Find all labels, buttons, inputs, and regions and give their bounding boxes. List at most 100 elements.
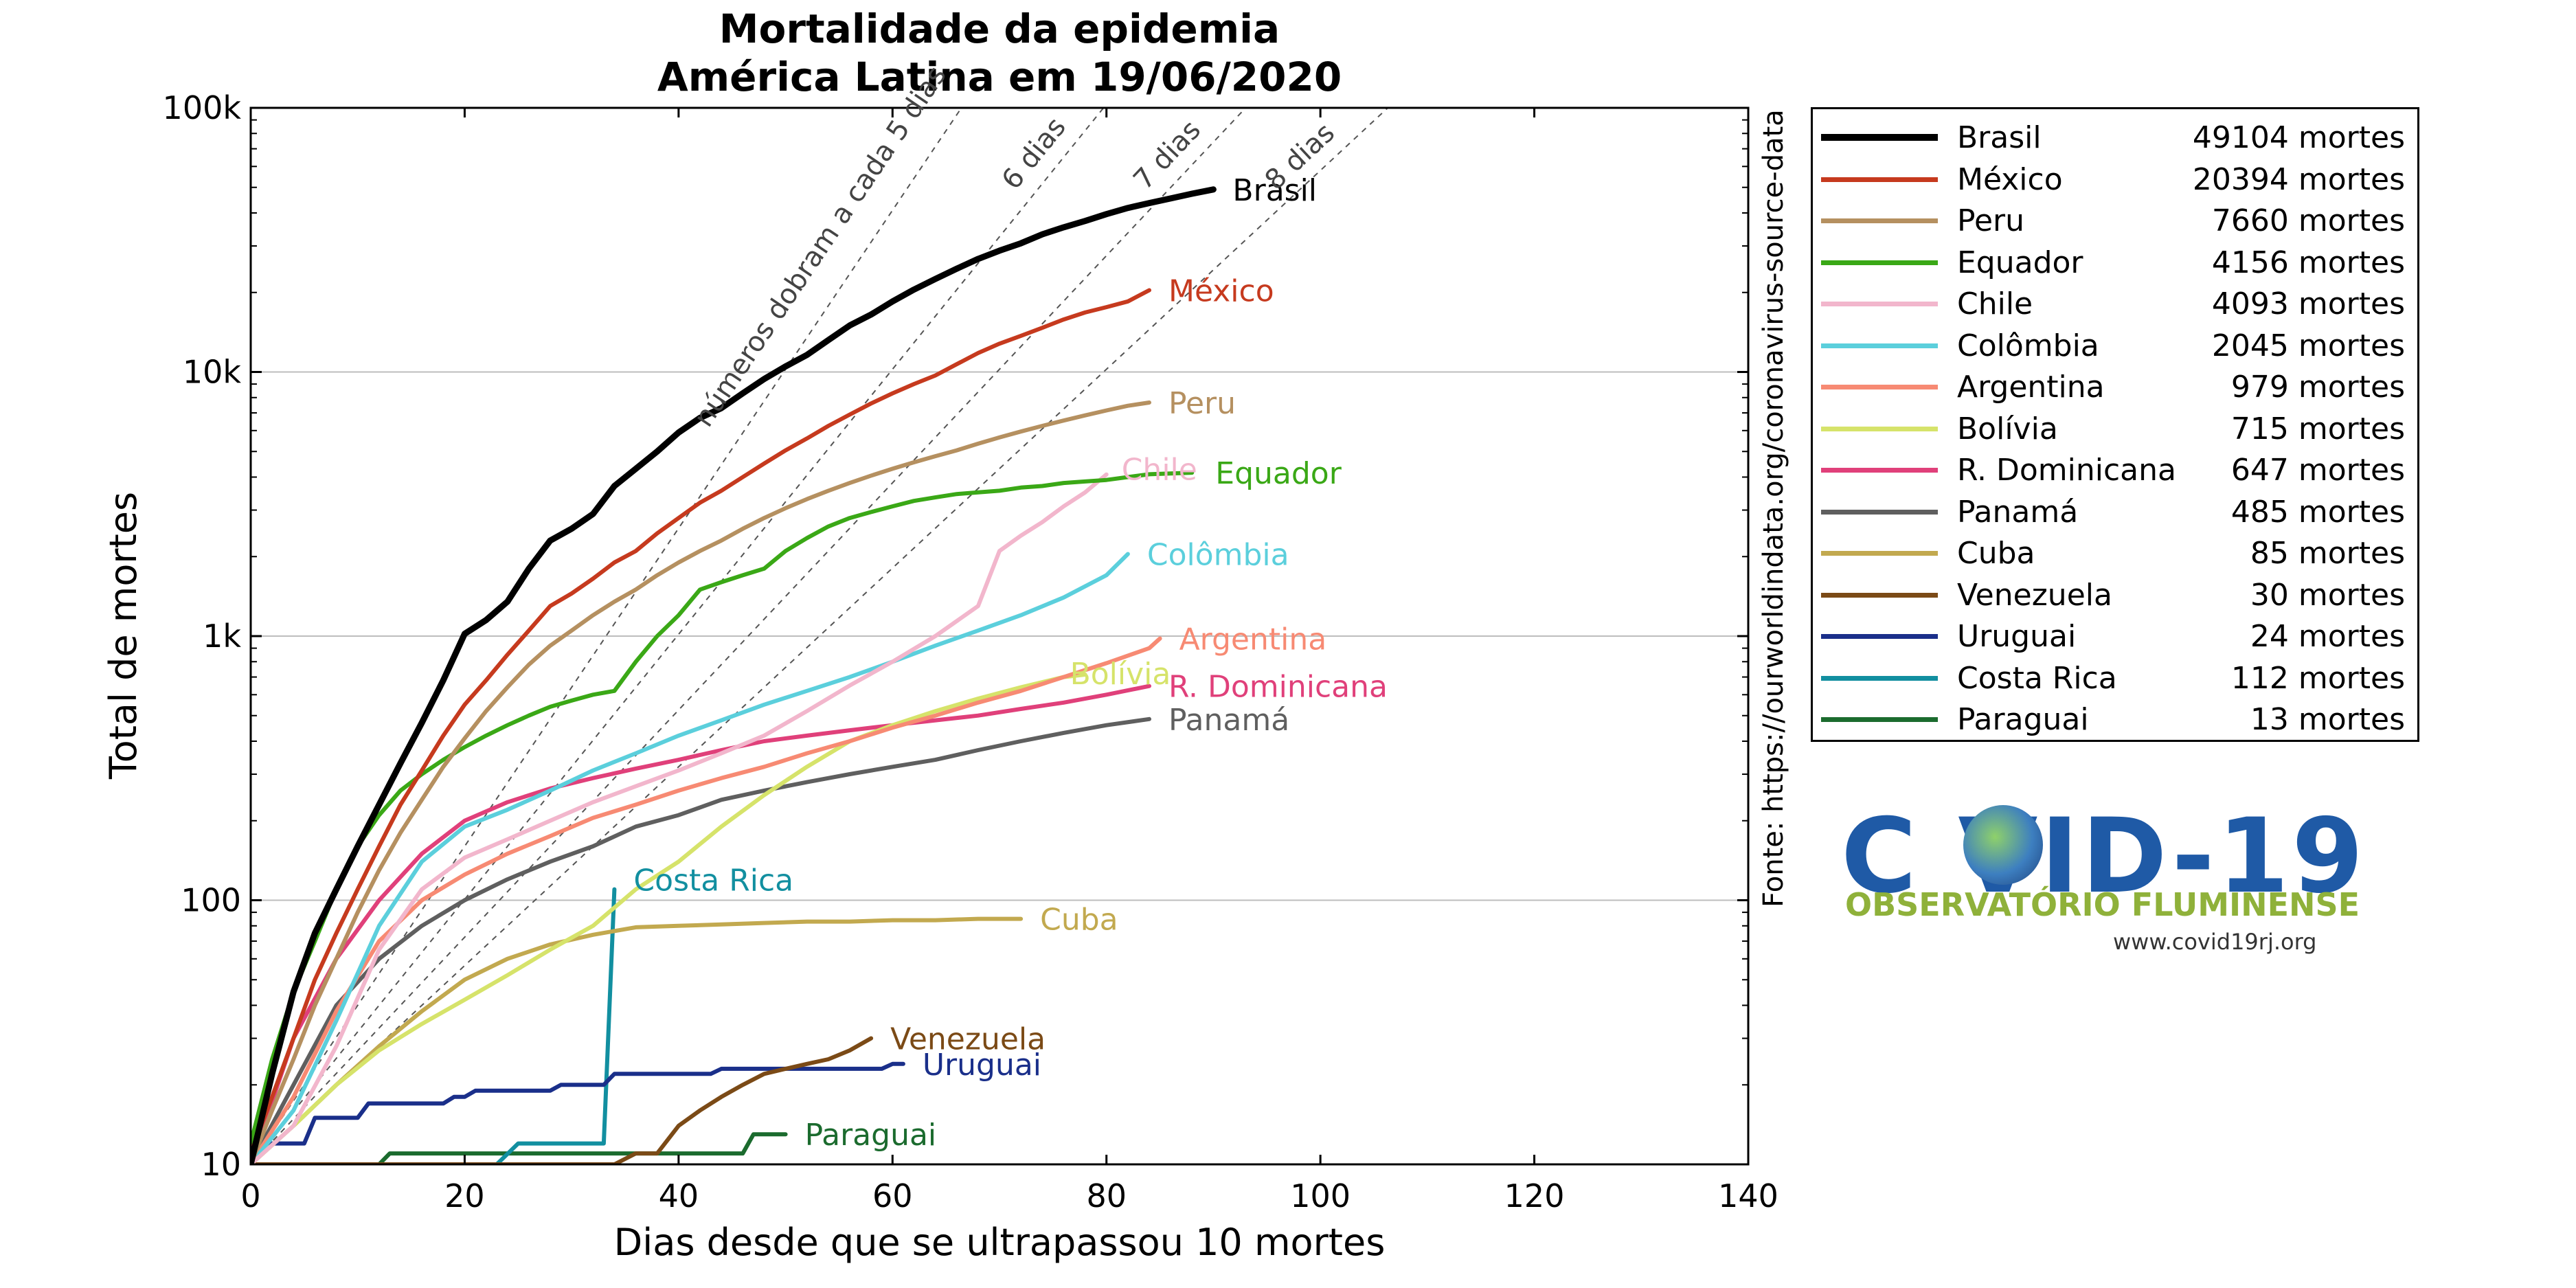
x-axis-label: Dias desde que se ultrapassou 10 mortes (614, 1221, 1386, 1264)
end-label: R. Dominicana (1168, 670, 1388, 705)
legend-name: Bolívia (1957, 411, 2058, 447)
legend-count: 7660 mortes (2211, 203, 2405, 238)
legend-name: Paraguai (1957, 702, 2089, 737)
end-label: Argentina (1179, 622, 1327, 657)
legend-name: Equador (1957, 245, 2083, 280)
series-lines (251, 186, 1217, 1164)
series-line-costa-rica (251, 887, 617, 1164)
x-tick-label: 100 (1290, 1177, 1351, 1214)
end-label: Equador (1215, 456, 1342, 491)
legend-count: 4093 mortes (2211, 286, 2405, 321)
y-tick-label: 100 (181, 882, 241, 919)
series-line-m-xico (251, 288, 1151, 1156)
legend-swatch (1821, 134, 1938, 141)
doubling-line (251, 108, 962, 1164)
logo-subtitle: OBSERVATÓRIO FLUMINENSE (1845, 886, 2360, 923)
legend-item: Colômbia 2045 mortes (1813, 326, 2417, 367)
legend-count: 24 mortes (2250, 619, 2405, 654)
x-tick-label: 140 (1718, 1177, 1778, 1214)
x-tick-label: 40 (659, 1177, 699, 1214)
legend-count: 85 mortes (2250, 536, 2405, 571)
legend-swatch (1821, 551, 1938, 556)
legend: Brasil 49104 mortes México 20394 mortes Peru… (1811, 107, 2419, 742)
end-label: Bolívia (1070, 657, 1171, 692)
logo-title: C VID-19 (1841, 797, 2366, 916)
legend-item: Argentina 979 mortes (1813, 367, 2417, 408)
legend-name: Argentina (1957, 370, 2105, 405)
legend-name: Peru (1957, 203, 2025, 238)
legend-count: 20394 mortes (2192, 161, 2405, 197)
legend-item: Brasil 49104 mortes (1813, 117, 2417, 159)
x-tick-label: 0 (240, 1177, 260, 1214)
legend-name: Venezuela (1957, 577, 2112, 613)
x-tick-label: 80 (1086, 1177, 1127, 1214)
legend-name: Cuba (1957, 536, 2035, 571)
end-label: Cuba (1040, 903, 1118, 938)
legend-name: R. Dominicana (1957, 453, 2176, 488)
y-tick-label: 10 (201, 1146, 241, 1183)
legend-item: México 20394 mortes (1813, 159, 2417, 201)
virus-icon (1963, 805, 2043, 885)
legend-item: Chile 4093 mortes (1813, 284, 2417, 325)
series-line-bol-via (251, 673, 1087, 1164)
end-label: Costa Rica (633, 863, 793, 899)
y-tick-label: 1k (203, 618, 241, 655)
series-line-argentina (251, 636, 1162, 1164)
end-label: Peru (1168, 386, 1236, 421)
legend-item: Bolívia 715 mortes (1813, 409, 2417, 450)
legend-count: 647 mortes (2230, 453, 2405, 488)
source-note: Fonte: https://ourworldindata.org/corona… (1758, 109, 1789, 907)
legend-item: Cuba 85 mortes (1813, 533, 2417, 574)
legend-name: Chile (1957, 286, 2033, 321)
series-line-chile (251, 472, 1109, 1164)
legend-swatch (1821, 218, 1938, 223)
legend-swatch (1821, 385, 1938, 389)
series-line-panam- (251, 716, 1151, 1164)
legend-count: 979 mortes (2230, 370, 2405, 405)
end-label: Colômbia (1147, 538, 1289, 573)
legend-swatch (1821, 675, 1938, 681)
covid-observatorio-logo: C VID-19 OBSERVATÓRIO FLUMINENSE www.cov… (1841, 797, 2364, 962)
end-label: Panamá (1168, 703, 1289, 738)
legend-count: 4156 mortes (2211, 245, 2405, 280)
series-end-labels: Brasil México Peru Chile Equador Colômbia Arge… (633, 173, 1388, 1153)
x-tick-label: 60 (872, 1177, 913, 1214)
series-line-uruguai (251, 1061, 905, 1164)
doubling-line (251, 108, 1247, 1164)
legend-count: 13 mortes (2250, 702, 2405, 737)
legend-name: Colômbia (1957, 328, 2099, 363)
end-label: Uruguai (923, 1048, 1041, 1083)
legend-count: 715 mortes (2230, 411, 2405, 447)
legend-swatch (1821, 177, 1938, 182)
y-axis-label: Total de mortes (102, 492, 145, 780)
series-line-peru (251, 400, 1151, 1164)
legend-name: Panamá (1957, 494, 2079, 530)
series-line-venezuela (251, 1036, 874, 1164)
end-label: Venezuela (890, 1022, 1046, 1057)
chart-title: Mortalidade da epidemia (719, 5, 1280, 52)
legend-item: Equador 4156 mortes (1813, 242, 2417, 284)
end-label: México (1168, 273, 1274, 308)
legend-item: Peru 7660 mortes (1813, 201, 2417, 242)
chart-subtitle: América Latina em 19/06/2020 (657, 54, 1342, 100)
end-label: Chile (1122, 453, 1197, 488)
legend-item: Paraguai 13 mortes (1813, 699, 2417, 741)
end-label: Brasil (1232, 173, 1317, 208)
logo-url: www.covid19rj.org (2113, 929, 2317, 955)
y-tick-label: 100k (163, 89, 242, 126)
legend-swatch (1821, 592, 1938, 598)
series-line-cuba (251, 916, 1024, 1164)
doubling-label: números dobram a cada 5 dias (688, 60, 952, 433)
legend-item: Panamá 485 mortes (1813, 492, 2417, 533)
legend-name: Uruguai (1957, 619, 2077, 654)
legend-count: 485 mortes (2230, 494, 2405, 530)
legend-swatch (1821, 634, 1938, 639)
series-line-col-mbia (251, 552, 1130, 1164)
doubling-label: 7 dias (1127, 114, 1207, 196)
legend-name: México (1957, 161, 2063, 197)
axis-ticks: 0 20 40 60 80 100 120 140 10 100 1k 10k 100k (163, 89, 1778, 1214)
series-line-brasil (251, 186, 1217, 1164)
legend-swatch (1821, 260, 1938, 265)
legend-count: 49104 mortes (2192, 120, 2405, 155)
